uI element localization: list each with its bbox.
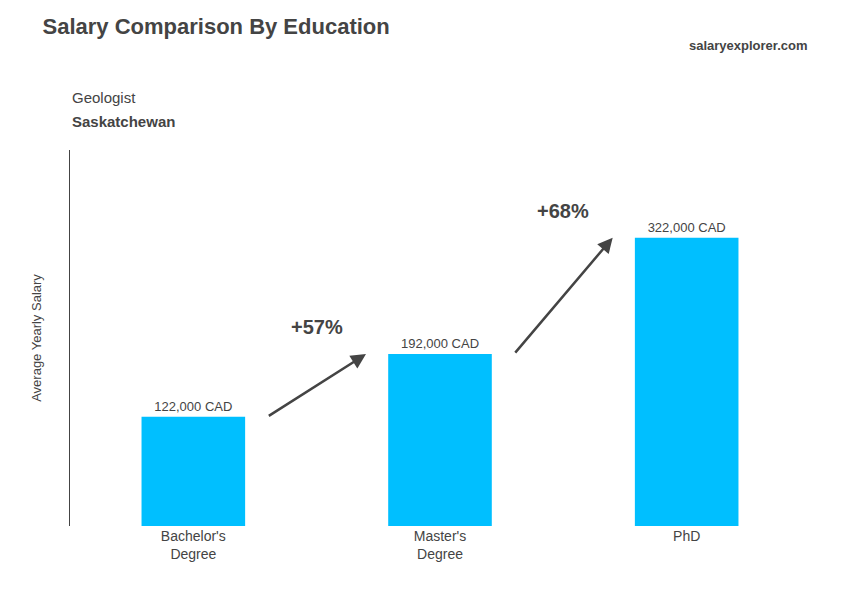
svg-text:salaryexplorer.com: salaryexplorer.com bbox=[689, 38, 808, 53]
svg-text:Saskatchewan: Saskatchewan bbox=[72, 113, 175, 130]
svg-text:+68%: +68% bbox=[537, 200, 589, 222]
svg-text:Salary Comparison By Education: Salary Comparison By Education bbox=[43, 14, 390, 39]
svg-text:322,000 CAD: 322,000 CAD bbox=[648, 220, 726, 235]
svg-text:Average Yearly Salary: Average Yearly Salary bbox=[29, 274, 44, 402]
svg-text:Master'sDegree: Master'sDegree bbox=[414, 528, 466, 562]
svg-text:Geologist: Geologist bbox=[72, 89, 136, 106]
svg-text:192,000 CAD: 192,000 CAD bbox=[401, 336, 479, 351]
svg-text:PhD: PhD bbox=[673, 528, 700, 544]
svg-text:+57%: +57% bbox=[291, 316, 343, 338]
svg-text:Bachelor'sDegree: Bachelor'sDegree bbox=[161, 528, 226, 562]
svg-text:122,000 CAD: 122,000 CAD bbox=[154, 399, 232, 414]
